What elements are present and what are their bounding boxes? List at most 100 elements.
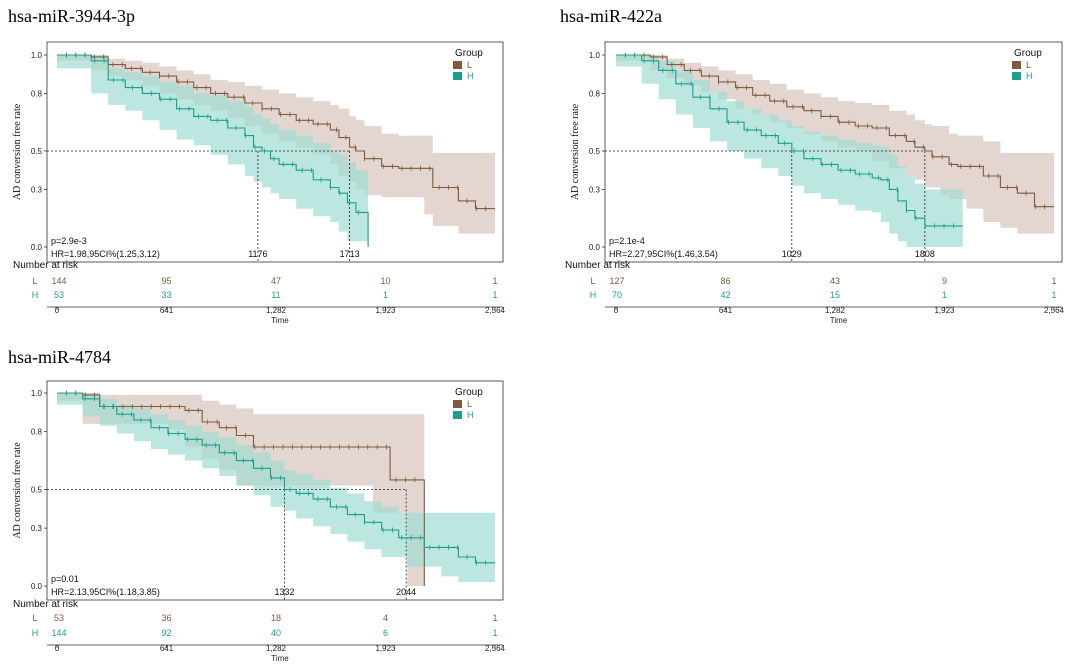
y-axis-label: AD conversion free rate: [12, 103, 23, 200]
survival-curve-H: [57, 392, 495, 564]
legend-swatch-H: [453, 72, 462, 80]
legend-title: Group: [1014, 48, 1042, 59]
risk-count-L: 10: [380, 276, 390, 286]
y-tick-label: 0.0: [31, 243, 43, 252]
risk-count-L: 95: [161, 276, 171, 286]
ci-band-L: [616, 55, 1054, 234]
ci-band-H: [57, 393, 495, 583]
legend-swatch-H: [1012, 72, 1021, 80]
legend-label-H: H: [467, 410, 474, 420]
median-label: 1808: [915, 249, 935, 259]
risk-count-L: 1: [492, 276, 497, 286]
legend-label-L: L: [1026, 60, 1031, 70]
y-axis-label: AD conversion free rate: [12, 442, 23, 539]
panel-title: hsa-miR-4784: [8, 347, 111, 367]
y-tick-label: 1.0: [31, 389, 43, 398]
median-label: 1713: [340, 249, 360, 259]
risk-count-H: 11: [271, 290, 280, 300]
risk-count-L: 47: [271, 276, 281, 286]
risk-group-H: H: [32, 290, 39, 300]
legend-swatch-L: [1012, 61, 1021, 69]
x-tick-label: 2,564: [485, 306, 506, 315]
risk-count-L: 9: [942, 276, 947, 286]
y-tick-label: 0.3: [589, 185, 601, 194]
legend-title: Group: [455, 387, 483, 398]
median-label: 2044: [396, 587, 416, 597]
y-tick-label: 0.0: [31, 582, 43, 591]
risk-count-H: 1: [492, 628, 497, 638]
risk-count-H: 92: [161, 628, 171, 638]
x-tick-label: 641: [160, 644, 174, 653]
x-tick-label: 1,923: [375, 306, 396, 315]
risk-count-L: 36: [161, 613, 171, 623]
x-tick-label: 0: [55, 644, 60, 653]
x-axis-label: Time: [830, 316, 848, 325]
risk-count-L: 53: [54, 613, 64, 623]
risk-count-H: 1: [383, 290, 388, 300]
ci-band-L: [57, 393, 425, 586]
y-tick-label: 0.0: [589, 243, 601, 252]
risk-group-L: L: [32, 613, 37, 623]
panel-title: hsa-miR-422a: [560, 6, 662, 26]
y-tick-label: 0.5: [589, 147, 601, 156]
x-tick-label: 0: [55, 306, 60, 315]
risk-group-L: L: [590, 276, 595, 286]
y-tick-label: 0.8: [31, 89, 43, 98]
risk-count-H: 1: [942, 290, 947, 300]
hazard-ratio: HR=1.98,95CI%(1.25,3.12): [51, 249, 160, 259]
risk-count-L: 86: [720, 276, 730, 286]
y-tick-label: 0.5: [31, 486, 43, 495]
risk-count-L: 1: [1051, 276, 1056, 286]
y-tick-label: 0.5: [31, 147, 43, 156]
survival-curve-L: [57, 54, 495, 210]
p-value: p=2.1e-4: [609, 236, 645, 246]
risk-count-H: 15: [830, 290, 840, 300]
legend-swatch-L: [453, 400, 462, 408]
median-label: 1029: [782, 249, 802, 259]
hazard-ratio: HR=2.13,95CI%(1.18,3.85): [51, 587, 160, 597]
survival-curve-H: [57, 54, 369, 247]
x-tick-label: 641: [719, 306, 733, 315]
risk-count-L: 18: [271, 613, 281, 623]
y-tick-label: 0.3: [31, 185, 43, 194]
x-tick-label: 1,282: [266, 644, 287, 653]
x-tick-label: 641: [160, 306, 174, 315]
p-value: p=0.01: [51, 574, 79, 584]
legend-swatch-L: [453, 61, 462, 69]
risk-table-header: Number at risk: [13, 260, 79, 271]
risk-count-L: 144: [51, 276, 66, 286]
risk-count-H: 1: [492, 290, 497, 300]
x-tick-label: 2,564: [1044, 306, 1065, 315]
y-tick-label: 1.0: [589, 51, 601, 60]
ci-band-L: [57, 55, 495, 234]
panel-title: hsa-miR-3944-3p: [8, 6, 135, 26]
y-tick-label: 1.0: [31, 51, 43, 60]
risk-count-H: 6: [383, 628, 388, 638]
risk-count-H: 1: [1051, 290, 1056, 300]
risk-group-H: H: [590, 290, 597, 300]
legend-label-L: L: [467, 399, 472, 409]
risk-count-L: 1: [492, 613, 497, 623]
hazard-ratio: HR=2.27,95CI%(1.46,3.54): [609, 249, 718, 259]
risk-count-H: 70: [612, 290, 622, 300]
risk-count-L: 43: [830, 276, 840, 286]
y-tick-label: 0.8: [31, 428, 43, 437]
x-tick-label: 1,282: [825, 306, 846, 315]
survival-curve-L: [616, 54, 1054, 208]
risk-group-H: H: [32, 628, 39, 638]
legend-label-L: L: [467, 60, 472, 70]
risk-count-L: 4: [383, 613, 388, 623]
y-tick-label: 0.8: [589, 89, 601, 98]
km-panel-3: hsa-miR-4784 1332 2044 0.0 0.3 0.5 0.8 1.0 AD co…: [8, 347, 506, 663]
y-tick-label: 0.3: [31, 524, 43, 533]
risk-count-H: 42: [720, 290, 730, 300]
risk-table-header: Number at risk: [565, 260, 631, 271]
km-panel-2: hsa-miR-422a 1029 1808 0.0 0.3 0.5 0.8 1.0 AD co…: [560, 6, 1065, 325]
median-label: 1176: [248, 249, 267, 259]
x-tick-label: 2,564: [485, 644, 506, 653]
median-label: 1332: [275, 587, 295, 597]
p-value: p=2.9e-3: [51, 236, 87, 246]
risk-count-H: 33: [161, 290, 171, 300]
risk-count-L: 127: [609, 276, 624, 286]
x-tick-label: 1,923: [934, 306, 955, 315]
